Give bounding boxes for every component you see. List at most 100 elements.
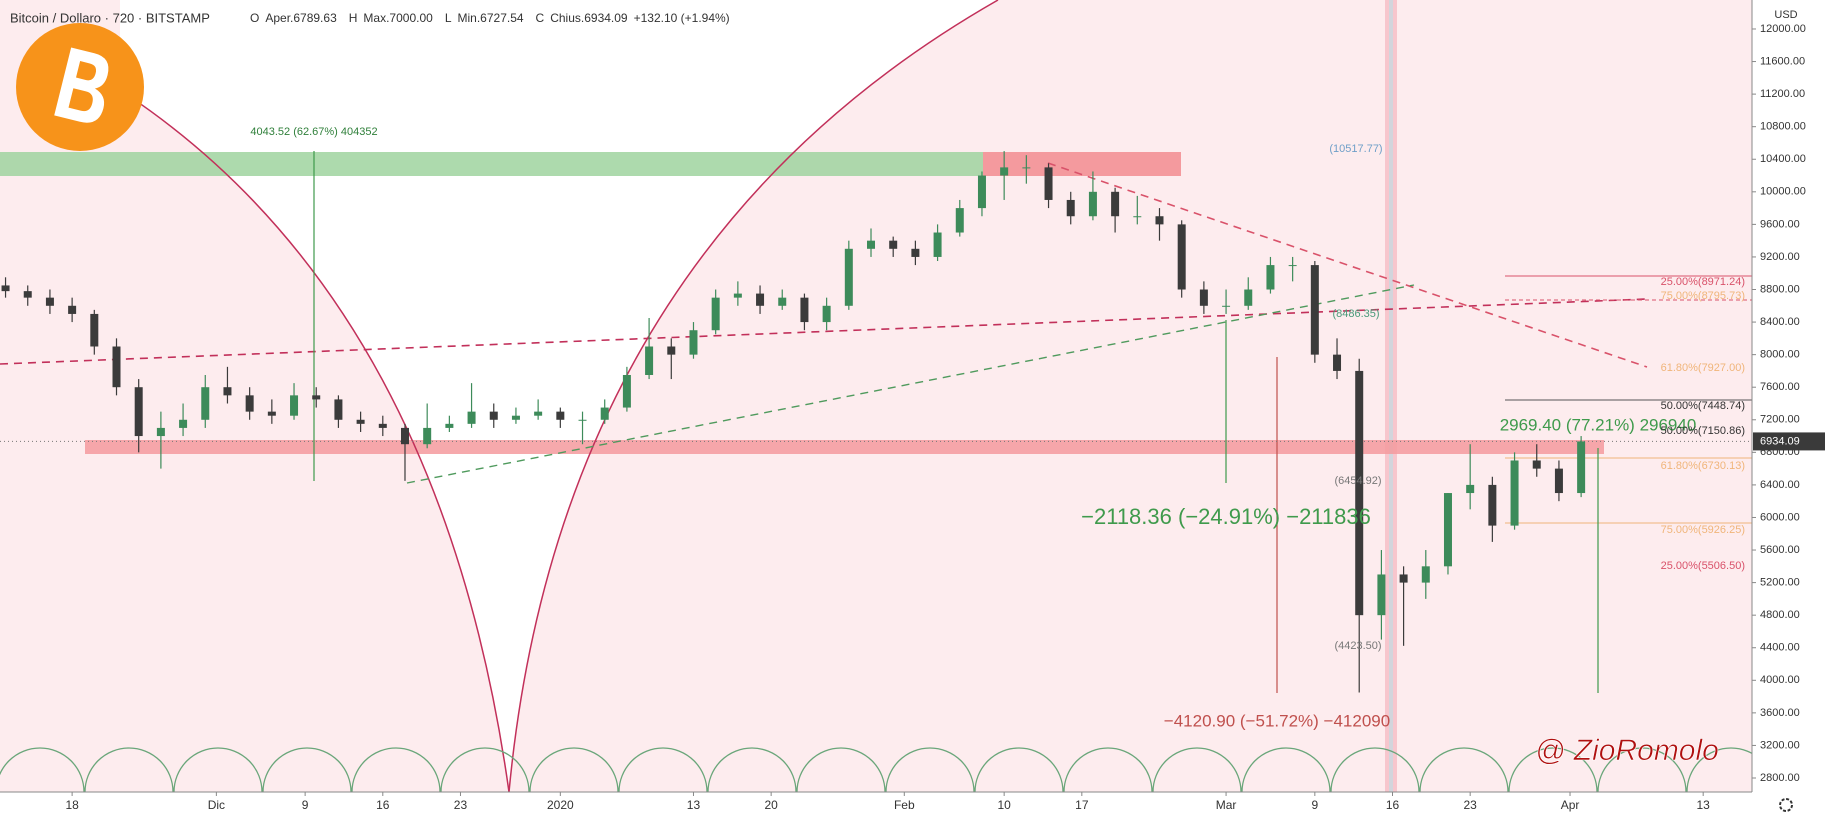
cycle-wave — [0, 747, 85, 792]
trend-line — [1047, 162, 1648, 368]
cycle-wave — [1597, 747, 1687, 792]
cycle-wave — [618, 747, 708, 792]
candle-body — [1177, 224, 1186, 290]
candle-body — [356, 419, 365, 424]
cycle-wave — [84, 747, 174, 792]
candle-body — [290, 395, 299, 416]
cycle-wave — [885, 747, 975, 792]
candle-body — [1577, 441, 1586, 494]
y-tick-label: 7600.00 — [1760, 381, 1800, 393]
y-tick-label: 3600.00 — [1760, 707, 1800, 719]
candle-body — [445, 423, 454, 428]
x-tick-label: 2020 — [547, 798, 574, 812]
y-tick-label: 11200.00 — [1760, 88, 1805, 100]
candle-body — [1333, 354, 1342, 371]
cycle-wave — [1152, 747, 1242, 792]
x-tick-label: 18 — [65, 798, 79, 812]
y-tick-label: 4000.00 — [1760, 674, 1800, 686]
cycle-wave — [529, 747, 619, 792]
last-price-box — [1753, 432, 1825, 451]
candle-body — [1022, 167, 1031, 169]
candle-body — [1044, 167, 1053, 200]
time-axis — [0, 792, 1752, 818]
annotation: −2118.36 (−24.91%) −211836 — [1081, 504, 1371, 529]
x-tick-label: 10 — [997, 798, 1011, 812]
candle-body — [1377, 574, 1386, 616]
cycle-wave — [1508, 747, 1598, 792]
cycle-wave — [796, 747, 886, 792]
candle-body — [867, 240, 876, 249]
gear[interactable] — [1779, 798, 1793, 812]
ohlc-value: Max.7000.00 — [363, 11, 433, 25]
y-tick-label: 5600.00 — [1760, 544, 1800, 556]
annotation: (8486.35) — [1332, 308, 1379, 320]
cycle-wave — [1241, 747, 1331, 792]
cycle-waves — [0, 747, 1752, 792]
ohlc-value: Aper.6789.63 — [265, 11, 337, 25]
logo-glyph — [54, 47, 109, 123]
candle-body — [1088, 191, 1097, 217]
settings-icon[interactable] — [1779, 798, 1793, 812]
candle-body — [1266, 265, 1275, 290]
trend-line — [0, 298, 1648, 365]
cycle-wave — [440, 747, 530, 792]
candle-body — [1155, 216, 1164, 225]
annotation: 50.00%(7150.86) — [1661, 425, 1745, 437]
y-tick-label: 8800.00 — [1760, 283, 1800, 295]
red-zone — [983, 152, 1181, 176]
price-axis — [1752, 0, 1825, 818]
ohlc-key: L — [445, 11, 452, 25]
candle-body — [511, 415, 520, 420]
cycle-wave — [974, 747, 1064, 792]
annotation: 25.00%(8971.24) — [1661, 276, 1745, 288]
x-tick-label: 16 — [1386, 798, 1400, 812]
candle-body — [822, 305, 831, 323]
candle-body — [711, 297, 720, 331]
candle-body — [179, 419, 188, 428]
candle-body — [578, 419, 587, 421]
bitcoin-logo — [16, 23, 144, 151]
y-tick-label: 4800.00 — [1760, 609, 1800, 621]
candle-body — [1532, 460, 1541, 469]
candle-body — [622, 374, 631, 408]
candle-body — [1466, 484, 1475, 494]
annotation: 61.80%(7927.00) — [1661, 362, 1745, 374]
x-tick-label: 23 — [1463, 798, 1477, 812]
watermark: @ ZioRomolo — [1535, 734, 1719, 767]
candle-body — [1355, 370, 1364, 616]
candle-body — [778, 297, 787, 306]
candle-body — [312, 395, 321, 400]
candle-body — [1488, 484, 1497, 526]
candle-body — [1066, 199, 1075, 217]
candle-body — [645, 346, 654, 375]
ohlc-value: Min.6727.54 — [458, 11, 524, 25]
x-tick-label: 9 — [302, 798, 309, 812]
candle-body — [1, 285, 10, 292]
y-tick-label: 3200.00 — [1760, 739, 1800, 751]
candle-body — [45, 297, 54, 306]
candles: 4043.52 (62.67%) 404352 −2118.36 (−24.91%… — [0, 126, 1752, 730]
candle-body — [1222, 305, 1231, 307]
x-tick-label: Dic — [208, 798, 225, 812]
x-tick-label: Apr — [1561, 798, 1580, 812]
y-tick-label: 7200.00 — [1760, 414, 1800, 426]
y-tick-label: 10800.00 — [1760, 121, 1806, 133]
candle-body — [23, 291, 32, 298]
y-tick-label: 9600.00 — [1760, 218, 1800, 230]
candle-body — [90, 313, 99, 347]
annotation: 2969.40 (77.21%) 296940 — [1500, 415, 1697, 434]
y-tick-label: 6400.00 — [1760, 479, 1800, 491]
cycle-wave — [262, 747, 352, 792]
candle-body — [423, 427, 432, 445]
x-tick-label: Feb — [894, 798, 915, 812]
candle-body — [1421, 566, 1430, 583]
arc — [119, 89, 510, 792]
time-highlight-line — [1389, 0, 1393, 792]
x-tick-label: 9 — [1311, 798, 1318, 812]
candle-body — [733, 293, 742, 298]
candle-body — [667, 346, 676, 355]
annotation: −4120.90 (−51.72%) −412090 — [1164, 711, 1390, 730]
y-tick-label: 12000.00 — [1760, 23, 1806, 35]
trend-line — [406, 284, 1415, 484]
candle-body — [334, 399, 343, 420]
